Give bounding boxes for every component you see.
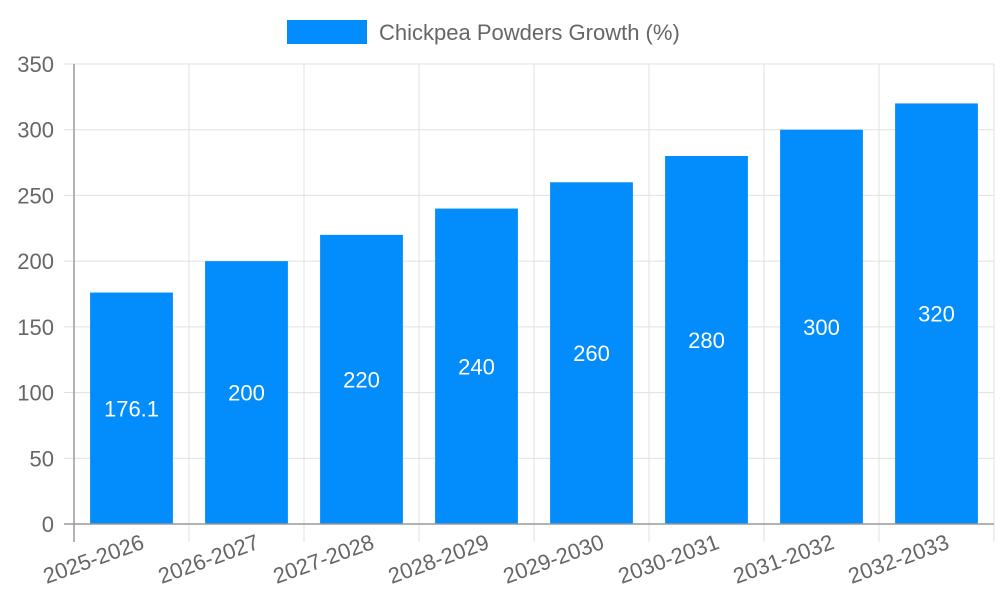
x-tick-label: 2030-2031: [615, 529, 722, 588]
bar-value-label: 280: [688, 328, 725, 353]
bar[interactable]: [665, 156, 748, 524]
x-tick-label: 2025-2026: [40, 529, 147, 588]
y-tick-label: 100: [17, 381, 54, 406]
bar-value-label: 176.1: [104, 396, 159, 421]
y-tick-label: 0: [42, 512, 54, 537]
bar-value-label: 200: [228, 381, 265, 406]
bar-value-label: 320: [918, 302, 955, 327]
bar-value-label: 240: [458, 354, 495, 379]
x-tick-label: 2026-2027: [155, 529, 262, 588]
bar[interactable]: [320, 234, 403, 524]
bar-value-label: 260: [573, 341, 610, 366]
bar[interactable]: [205, 261, 288, 524]
bar-value-label: 220: [343, 367, 380, 392]
y-tick-label: 350: [17, 52, 54, 77]
bar[interactable]: [550, 182, 633, 525]
bar[interactable]: [780, 129, 863, 524]
bar[interactable]: [895, 103, 978, 524]
bar-value-label: 300: [803, 315, 840, 340]
y-tick-label: 250: [17, 183, 54, 208]
x-tick-label: 2032-2033: [845, 529, 952, 588]
bar[interactable]: [435, 208, 518, 525]
y-tick-label: 50: [30, 446, 54, 471]
x-tick-label: 2029-2030: [500, 529, 607, 588]
x-tick-label: 2028-2029: [385, 529, 492, 588]
axes: [64, 64, 994, 542]
y-tick-label: 150: [17, 315, 54, 340]
bar[interactable]: [90, 292, 173, 524]
legend[interactable]: Chickpea Powders Growth (%): [287, 20, 680, 45]
y-tick-label: 300: [17, 118, 54, 143]
x-tick-label: 2031-2032: [730, 529, 837, 588]
legend-swatch: [287, 20, 367, 44]
x-axis-tick-labels: 2025-2026 2026-2027 2027-2028 2028-2029 2029…: [40, 529, 952, 588]
y-tick-label: 200: [17, 249, 54, 274]
y-axis-tick-labels: 0 50 100 150 200 250 300 350: [17, 52, 54, 537]
x-tick-label: 2027-2028: [270, 529, 377, 588]
legend-label: Chickpea Powders Growth (%): [379, 20, 680, 45]
bars: 176.1 200 220 240 260 280 300 320: [90, 103, 978, 525]
